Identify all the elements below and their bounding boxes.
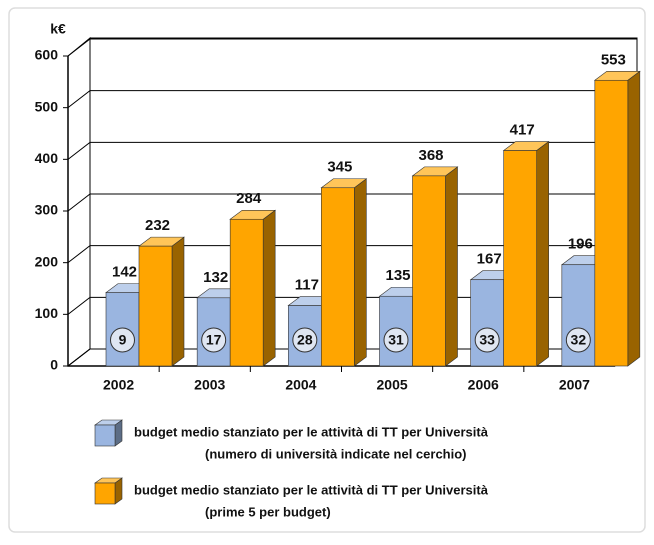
x-tick-label: 2006 [468,377,499,393]
x-tick-label: 2005 [377,377,408,393]
value-label: 345 [327,159,352,176]
bar [412,175,446,367]
count-label: 32 [571,332,587,348]
value-label: 368 [418,147,443,164]
count-circle [565,327,591,353]
count-label: 33 [479,332,495,348]
value-label: 232 [145,217,170,234]
bar [229,218,264,367]
value-label: 196 [568,236,593,253]
legend-label: budget medio stanziato per le attività d… [134,424,489,439]
bar [321,187,355,367]
count-label: 28 [297,332,313,348]
legend-swatch [94,482,116,505]
bar [594,79,629,367]
count-circle [474,327,500,353]
value-label: 132 [203,269,228,286]
legend-description: (numero di università indicate nel cerch… [205,446,467,461]
y-tick-label: 0 [50,357,58,373]
grid-line [67,90,637,109]
bar-side [262,209,276,367]
count-circle [383,327,409,353]
y-axis-label: k€ [50,21,66,37]
bar-side [445,166,458,367]
y-tick-label: 400 [35,150,59,166]
legend-description: (prime 5 per budget) [205,504,331,519]
x-tick-label: 2007 [559,377,590,393]
y-tick-label: 300 [35,202,59,218]
y-tick-label: 100 [35,305,59,321]
bar-side [627,70,641,367]
value-label: 167 [477,251,502,268]
legend-label: budget medio stanziato per le attività d… [134,482,489,497]
y-tick-label: 200 [35,253,59,269]
count-circle [201,327,227,353]
value-label: 417 [510,122,535,139]
x-tick-label: 2003 [194,377,225,393]
value-label: 142 [112,264,137,281]
count-label: 17 [206,332,222,348]
legend-swatch [94,424,116,447]
bar-side [354,178,367,367]
bar-side [536,140,549,367]
value-label: 553 [601,51,626,68]
count-circle [110,327,135,353]
grid-line [67,141,637,160]
y-tick-label: 600 [35,47,59,63]
count-label: 31 [388,332,404,348]
count-label: 9 [119,332,127,348]
bar [470,279,504,367]
grid-line [67,38,637,57]
bar [503,150,537,367]
value-label: 135 [385,267,410,284]
y-tick-label: 500 [35,98,59,114]
count-circle [292,327,318,353]
x-tick-label: 2002 [103,377,134,393]
bar-side [171,236,185,367]
value-label: 284 [236,190,262,207]
bar [138,245,173,367]
value-label: 117 [295,277,319,294]
x-tick-label: 2004 [285,377,316,393]
